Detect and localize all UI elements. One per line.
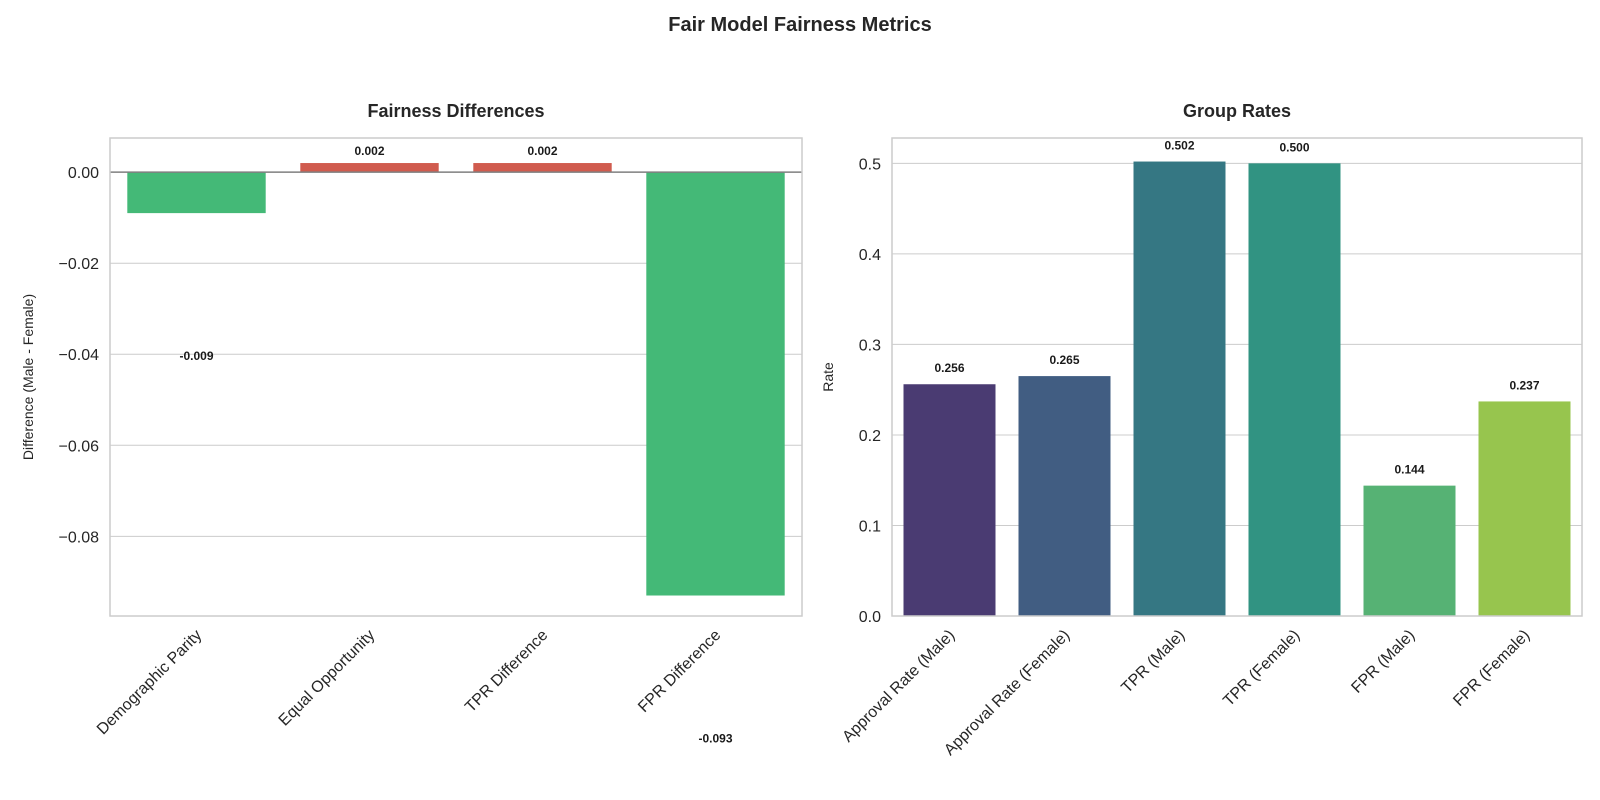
bar (646, 172, 785, 596)
bar (1018, 376, 1111, 616)
y-tick-label: 0.1 (859, 518, 881, 535)
y-tick-label: 0.5 (859, 156, 881, 173)
data-label: 0.500 (1279, 140, 1309, 154)
y-tick-label: −0.06 (59, 438, 100, 455)
x-tick-label: Approval Rate (Male) (839, 627, 958, 746)
y-tick-label: 0.0 (859, 609, 881, 626)
data-label: 0.265 (1049, 353, 1079, 367)
plot-frame (891, 137, 1583, 617)
y-axis-label: Rate (820, 362, 836, 392)
data-label: -0.009 (179, 349, 213, 363)
bar (903, 384, 996, 616)
x-tick-label: FPR Difference (635, 627, 724, 716)
chart-title: Group Rates (1183, 101, 1291, 121)
bar (1248, 163, 1341, 616)
data-label: 0.237 (1509, 378, 1539, 392)
bar (1133, 161, 1226, 616)
fairness-differences-chart: 0.00 −0.02 −0.04 −0.06 −0.08 Fairness Differe… (20, 101, 803, 746)
bar (1478, 401, 1571, 616)
bar (300, 163, 439, 173)
figure-title: Fair Model Fairness Metrics (668, 14, 931, 36)
x-tick-label: FPR (Female) (1450, 627, 1533, 710)
x-tick-label: TPR (Male) (1118, 627, 1188, 697)
data-label: 0.002 (354, 144, 384, 158)
y-tick-label: −0.02 (59, 256, 100, 273)
x-tick-label: FPR (Male) (1348, 627, 1418, 697)
x-tick-label: TPR Difference (462, 627, 551, 716)
data-label: -0.093 (698, 732, 732, 746)
data-label: 0.502 (1164, 139, 1194, 153)
plot-frame (109, 137, 803, 617)
data-label: 0.144 (1394, 463, 1424, 477)
y-tick-label: 0.2 (859, 428, 881, 445)
bar (473, 163, 612, 173)
x-tick-label: TPR (Female) (1220, 627, 1303, 710)
y-tick-label: −0.04 (59, 347, 100, 364)
bar (127, 172, 266, 214)
y-tick-label: −0.08 (59, 529, 100, 546)
y-axis-label: Difference (Male - Female) (20, 294, 36, 460)
y-tick-label: 0.00 (68, 165, 99, 182)
data-label: 0.256 (934, 361, 964, 375)
y-tick-label: 0.4 (859, 247, 881, 264)
bar (1363, 485, 1456, 616)
data-label: 0.002 (527, 144, 557, 158)
x-tick-label: Approval Rate (Female) (941, 627, 1073, 759)
x-tick-label: Equal Opportunity (276, 627, 379, 730)
y-tick-label: 0.3 (859, 337, 881, 354)
group-rates-chart: 0.0 0.1 0.2 0.3 0.4 0.5 Group Rates Rate 0.256 Ap… (820, 101, 1583, 759)
x-tick-label: Demographic Parity (94, 627, 205, 738)
chart-title: Fairness Differences (367, 101, 544, 121)
